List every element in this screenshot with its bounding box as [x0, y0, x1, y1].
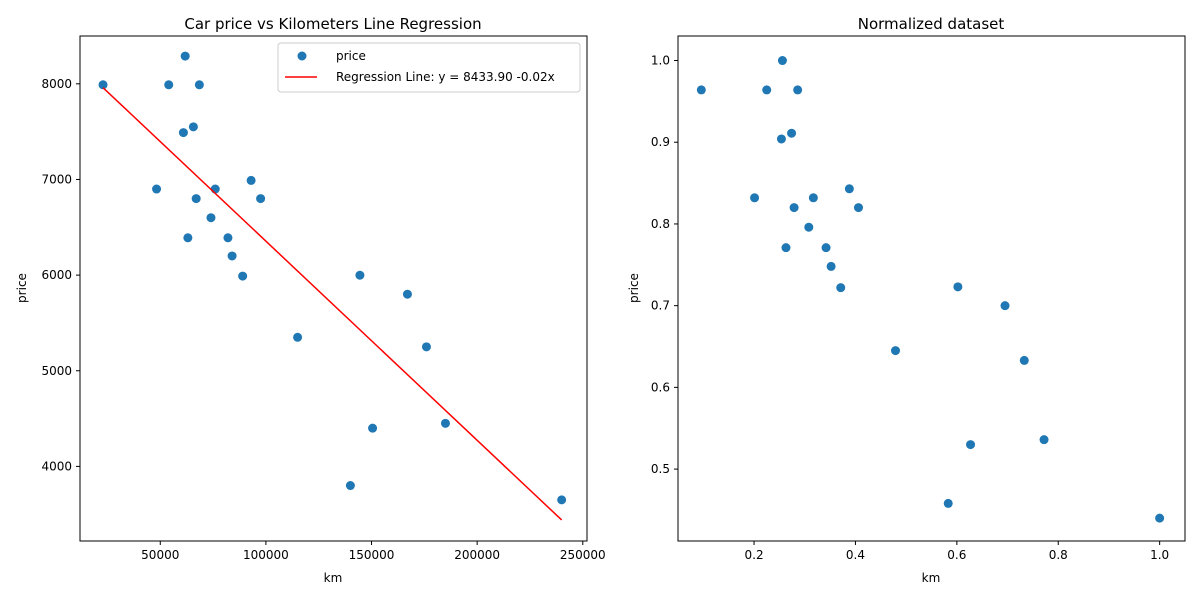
data-point: [98, 80, 108, 90]
data-point: [776, 134, 786, 144]
x-tick-label: 0.6: [947, 548, 966, 562]
data-point: [943, 498, 953, 508]
data-point: [421, 342, 431, 352]
y-tick-label: 6000: [41, 268, 72, 282]
y-tick-label: 4000: [41, 459, 72, 473]
x-tick-label: 150000: [349, 548, 395, 562]
data-point: [836, 283, 846, 293]
data-point: [293, 332, 303, 342]
y-tick-label: 0.7: [651, 299, 670, 313]
x-axis-ticks: 0.2 0.4 0.6 0.8 1.0: [745, 541, 1169, 562]
data-point: [1019, 355, 1029, 365]
y-tick-label: 0.6: [651, 380, 670, 394]
y-axis-label: price: [15, 273, 29, 303]
legend: price Regression Line: y = 8433.90 -0.02…: [277, 42, 581, 93]
x-axis-label: km: [324, 571, 343, 585]
data-point: [762, 85, 772, 95]
data-point: [188, 122, 198, 132]
data-point: [821, 243, 831, 253]
data-point: [787, 128, 797, 138]
data-point: [191, 194, 201, 204]
data-point: [1155, 513, 1165, 523]
y-tick-label: 1.0: [651, 54, 670, 68]
data-point: [844, 184, 854, 194]
y-axis-label: price: [627, 273, 641, 303]
y-tick-label: 5000: [41, 364, 72, 378]
data-point: [953, 282, 963, 292]
marks-layer: [696, 56, 1165, 523]
data-point: [1000, 301, 1010, 311]
data-point: [808, 193, 818, 203]
data-point: [557, 495, 567, 505]
x-axis-ticks: 50000 100000 150000 200000 250000: [141, 541, 606, 562]
legend-box: [277, 42, 581, 93]
data-point: [355, 270, 365, 280]
data-point: [246, 175, 256, 185]
data-point: [781, 243, 791, 253]
data-point: [777, 56, 787, 66]
data-point: [826, 261, 836, 271]
x-tick-label: 0.2: [745, 548, 764, 562]
y-tick-label: 8000: [41, 77, 72, 91]
data-point: [256, 194, 266, 204]
data-point: [345, 481, 355, 491]
plot-frame: [79, 35, 588, 542]
data-point: [223, 233, 233, 243]
chart-regression: Car price vs Kilometers Line Regression …: [15, 15, 606, 585]
y-tick-label: 0.9: [651, 135, 670, 149]
y-axis-ticks: 0.5 0.6 0.7 0.8 0.9 1.0: [651, 54, 678, 476]
x-axis-label: km: [922, 571, 941, 585]
data-point: [789, 203, 799, 213]
data-point: [368, 423, 378, 433]
regression-line: [102, 87, 563, 521]
y-tick-label: 0.5: [651, 462, 670, 476]
data-point: [183, 233, 193, 243]
x-tick-label: 0.8: [1049, 548, 1068, 562]
data-point: [402, 289, 412, 299]
x-tick-label: 200000: [454, 548, 500, 562]
legend-label-regression-line: Regression Line: y = 8433.90 -0.02x: [336, 70, 555, 84]
data-point: [1039, 435, 1049, 445]
data-point: [891, 346, 901, 356]
data-point: [750, 193, 760, 203]
plot-frame: [677, 35, 1186, 542]
data-point: [696, 85, 706, 95]
chart-title: Car price vs Kilometers Line Regression: [184, 15, 481, 33]
chart-normalized: Normalized dataset 0.2 0.4 0.6 0.8 1.0 0.50.…: [627, 15, 1186, 585]
data-point: [804, 222, 814, 232]
data-point: [793, 85, 803, 95]
legend-marker-price: [297, 51, 307, 61]
chart-title: Normalized dataset: [858, 15, 1005, 33]
x-tick-label: 1.0: [1150, 548, 1169, 562]
x-tick-label: 50000: [141, 548, 179, 562]
data-point: [440, 418, 450, 428]
y-tick-label: 7000: [41, 172, 72, 186]
data-point: [853, 203, 863, 213]
marks-layer: [98, 51, 567, 521]
data-point: [206, 213, 216, 223]
x-tick-label: 100000: [243, 548, 289, 562]
data-point: [966, 440, 976, 450]
data-point: [178, 128, 188, 138]
data-point: [164, 80, 174, 90]
data-point: [180, 51, 190, 61]
data-point: [238, 271, 248, 281]
legend-label-price: price: [336, 49, 366, 63]
x-tick-label: 250000: [560, 548, 606, 562]
data-point: [152, 184, 162, 194]
y-axis-ticks: 4000 5000 6000 7000 8000: [41, 77, 80, 473]
y-tick-label: 0.8: [651, 217, 670, 231]
data-point: [210, 184, 220, 194]
x-tick-label: 0.4: [846, 548, 865, 562]
data-point: [227, 251, 237, 261]
data-point: [194, 80, 204, 90]
